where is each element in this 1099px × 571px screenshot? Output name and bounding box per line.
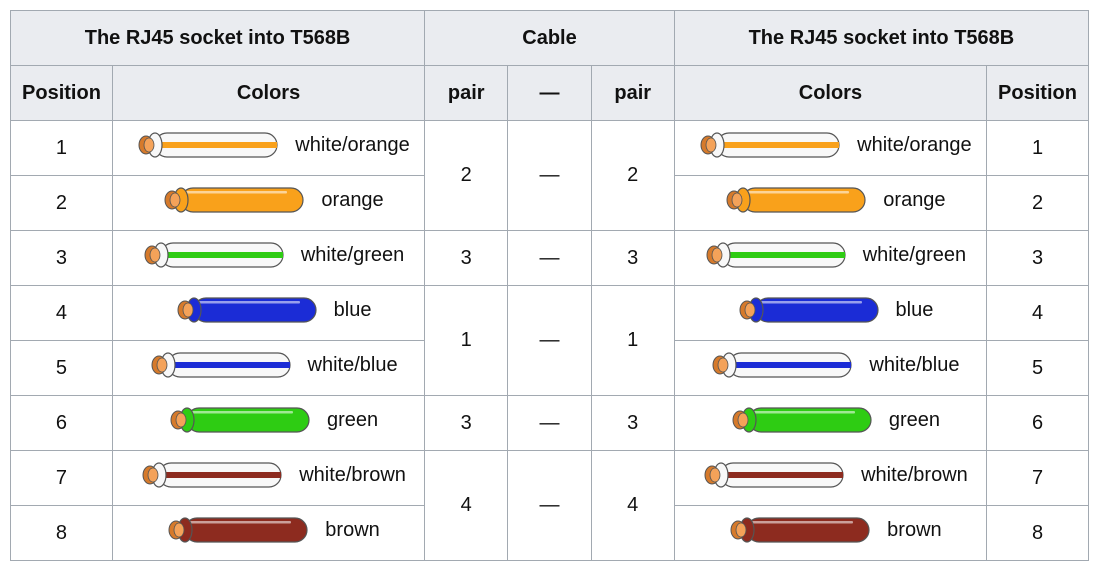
color-label: white/green — [863, 244, 966, 267]
color-label: orange — [883, 189, 945, 212]
wire-icon — [133, 235, 293, 275]
pair-cell: 3 — [591, 231, 674, 286]
color-cell: brown — [674, 506, 986, 561]
position-cell: 7 — [11, 451, 113, 506]
wire-icon — [140, 345, 300, 385]
position-cell: 1 — [11, 121, 113, 176]
color-label: white/brown — [861, 464, 968, 487]
color-cell: white/brown — [112, 451, 424, 506]
header-cable-group: Cable — [425, 11, 675, 66]
position-cell: 5 — [987, 341, 1089, 396]
wire-icon — [127, 125, 287, 165]
position-cell: 4 — [987, 286, 1089, 341]
pair-cell: 3 — [425, 396, 508, 451]
pair-cell: 2 — [591, 121, 674, 231]
wire-icon — [689, 125, 849, 165]
color-label: white/orange — [857, 134, 972, 157]
color-cell: white/green — [112, 231, 424, 286]
color-cell: white/blue — [112, 341, 424, 396]
table-row: 3 white/green3—3 white/green3 — [11, 231, 1089, 286]
pair-cell: 2 — [425, 121, 508, 231]
color-cell: white/blue — [674, 341, 986, 396]
position-cell: 8 — [987, 506, 1089, 561]
position-cell: 4 — [11, 286, 113, 341]
table-row: 6 green 3—3 green 6 — [11, 396, 1089, 451]
color-cell: white/orange — [674, 121, 986, 176]
wire-icon — [721, 400, 881, 440]
header-position-right: Position — [987, 66, 1089, 121]
wire-icon — [715, 180, 875, 220]
color-label: blue — [896, 299, 934, 322]
color-label: green — [327, 409, 378, 432]
pair-dash-cell: — — [508, 396, 591, 451]
position-cell: 6 — [987, 396, 1089, 451]
color-cell: white/brown — [674, 451, 986, 506]
color-label: white/brown — [299, 464, 406, 487]
color-label: white/orange — [295, 134, 410, 157]
color-cell: blue — [674, 286, 986, 341]
color-label: white/blue — [308, 354, 398, 377]
header-colors-right: Colors — [674, 66, 986, 121]
wire-icon — [701, 345, 861, 385]
wire-icon — [695, 235, 855, 275]
wire-icon — [166, 290, 326, 330]
pair-cell: 3 — [591, 396, 674, 451]
pair-dash-cell: — — [508, 451, 591, 561]
header-pair-left: pair — [425, 66, 508, 121]
position-cell: 8 — [11, 506, 113, 561]
pair-cell: 1 — [425, 286, 508, 396]
color-cell: green — [112, 396, 424, 451]
header-pair-right: pair — [591, 66, 674, 121]
table-row: 4 blue1—1 blue4 — [11, 286, 1089, 341]
pair-cell: 3 — [425, 231, 508, 286]
wire-icon — [719, 510, 879, 550]
color-cell: white/green — [674, 231, 986, 286]
color-label: green — [889, 409, 940, 432]
header-right-group: The RJ45 socket into T568B — [674, 11, 1088, 66]
wire-icon — [153, 180, 313, 220]
wire-icon — [131, 455, 291, 495]
pair-cell: 1 — [591, 286, 674, 396]
pair-dash-cell: — — [508, 286, 591, 396]
color-label: blue — [334, 299, 372, 322]
color-label: brown — [325, 519, 379, 542]
color-cell: green — [674, 396, 986, 451]
color-label: white/blue — [869, 354, 959, 377]
color-label: orange — [321, 189, 383, 212]
pair-cell: 4 — [425, 451, 508, 561]
pair-cell: 4 — [591, 451, 674, 561]
color-label: brown — [887, 519, 941, 542]
header-position-left: Position — [11, 66, 113, 121]
position-cell: 3 — [987, 231, 1089, 286]
color-cell: orange — [674, 176, 986, 231]
color-cell: brown — [112, 506, 424, 561]
pair-dash-cell: — — [508, 121, 591, 231]
color-label: white/green — [301, 244, 404, 267]
position-cell: 5 — [11, 341, 113, 396]
wire-icon — [693, 455, 853, 495]
header-left-group: The RJ45 socket into T568B — [11, 11, 425, 66]
color-cell: orange — [112, 176, 424, 231]
table-row: 7 white/brown4—4 white/brown7 — [11, 451, 1089, 506]
color-cell: blue — [112, 286, 424, 341]
position-cell: 2 — [987, 176, 1089, 231]
color-cell: white/orange — [112, 121, 424, 176]
position-cell: 3 — [11, 231, 113, 286]
wire-icon — [728, 290, 888, 330]
position-cell: 7 — [987, 451, 1089, 506]
position-cell: 6 — [11, 396, 113, 451]
position-cell: 2 — [11, 176, 113, 231]
table-body: 1 white/orange2—2 white/orange12 orange … — [11, 121, 1089, 561]
rj45-t568b-pinout-table: The RJ45 socket into T568B Cable The RJ4… — [10, 10, 1089, 561]
wire-icon — [157, 510, 317, 550]
header-colors-left: Colors — [112, 66, 424, 121]
position-cell: 1 — [987, 121, 1089, 176]
table-header: The RJ45 socket into T568B Cable The RJ4… — [11, 11, 1089, 121]
wire-icon — [159, 400, 319, 440]
pair-dash-cell: — — [508, 231, 591, 286]
header-dash: — — [508, 66, 591, 121]
table-row: 1 white/orange2—2 white/orange1 — [11, 121, 1089, 176]
